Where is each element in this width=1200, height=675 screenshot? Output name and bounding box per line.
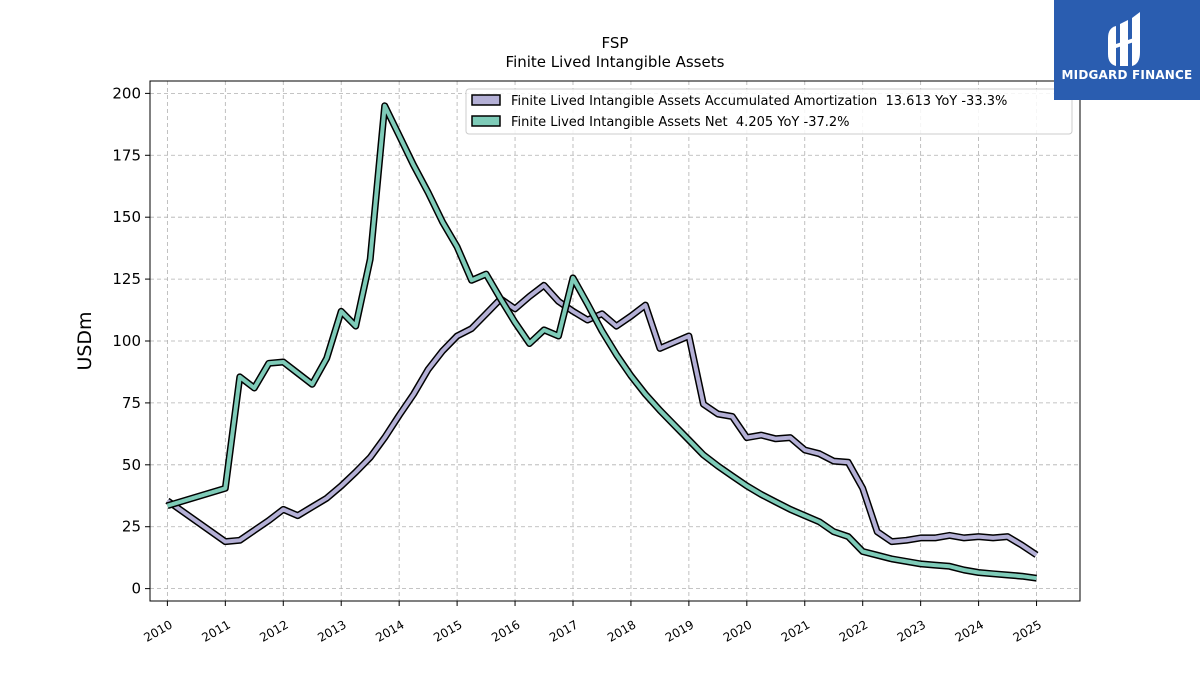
x-tick-label: 2017	[547, 617, 580, 644]
x-tick-label: 2022	[837, 617, 870, 644]
legend-swatch-amortization	[471, 94, 501, 106]
y-tick-label: 125	[112, 270, 141, 288]
y-tick-label: 0	[131, 580, 141, 598]
legend: Finite Lived Intangible Assets Accumulat…	[465, 88, 1073, 135]
x-tick-label: 2016	[489, 617, 522, 644]
midgard-logo-icon	[1108, 12, 1140, 66]
series-line-amortization	[166, 283, 1038, 557]
x-tick-label: 2014	[373, 617, 406, 644]
x-tick-label: 2021	[779, 617, 812, 644]
chart-subtitle: Finite Lived Intangible Assets	[506, 53, 725, 71]
chart-title: FSP	[602, 34, 629, 52]
legend-swatch-net	[471, 115, 501, 127]
y-tick-label: 100	[112, 332, 141, 350]
x-tick-label: 2015	[431, 617, 464, 644]
brand-name: MIDGARD FINANCE	[1061, 68, 1193, 82]
x-tick-label: 2010	[141, 617, 174, 644]
y-tick-label: 200	[112, 84, 141, 102]
x-tick-label: 2011	[199, 617, 232, 644]
y-tick-label: 25	[122, 518, 141, 536]
x-tick-label: 2018	[605, 617, 638, 644]
x-tick-label: 2020	[721, 617, 754, 644]
y-tick-label: 175	[112, 146, 141, 164]
x-tick-label: 2023	[895, 617, 928, 644]
legend-label-amortization: Finite Lived Intangible Assets Accumulat…	[511, 94, 1007, 109]
legend-label-net: Finite Lived Intangible Assets Net 4.205…	[511, 115, 850, 130]
x-tick-label: 2024	[953, 617, 986, 644]
series-lines	[165, 102, 1039, 582]
x-tick-label: 2012	[257, 617, 290, 644]
y-tick-label: 50	[122, 456, 141, 474]
y-tick-label: 75	[122, 394, 141, 412]
grid	[150, 81, 1080, 601]
brand-logo: MIDGARD FINANCE	[1054, 0, 1200, 100]
x-tick-label: 2013	[315, 617, 348, 644]
series-line-net	[166, 103, 1037, 581]
series-outline-net	[166, 102, 1037, 582]
y-tick-label: 150	[112, 208, 141, 226]
x-tick-label: 2025	[1011, 617, 1044, 644]
y-axis-label: USDm	[74, 311, 96, 370]
legend-frame	[465, 88, 1073, 135]
x-tick-label: 2019	[663, 617, 696, 644]
